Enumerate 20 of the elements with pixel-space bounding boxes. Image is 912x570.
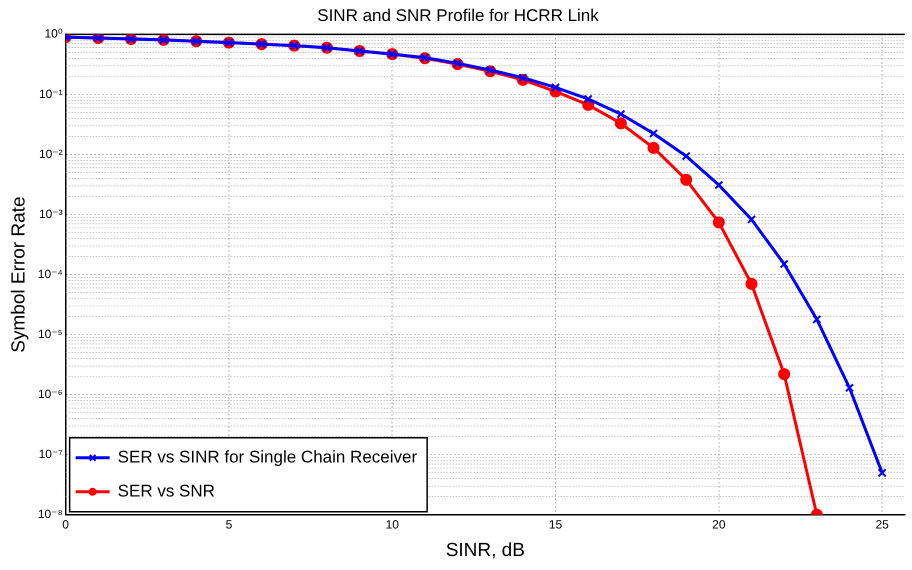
legend-label: SER vs SINR for Single Chain Receiver bbox=[118, 447, 418, 466]
x-tick-label: 10 bbox=[386, 517, 400, 532]
x-tick-label: 5 bbox=[226, 517, 233, 532]
y-tick-label: 10⁻³ bbox=[38, 206, 63, 221]
y-tick-label: 10⁻⁴ bbox=[38, 266, 63, 281]
y-tick-label: 10⁰ bbox=[44, 26, 63, 41]
legend-label: SER vs SNR bbox=[118, 481, 215, 500]
y-tick-label: 10⁻¹ bbox=[38, 86, 63, 101]
x-tick-label: 25 bbox=[875, 517, 890, 532]
x-tick-label: 0 bbox=[62, 517, 70, 532]
y-tick-label: 10⁻⁵ bbox=[38, 326, 63, 341]
chart-title: SINR and SNR Profile for HCRR Link bbox=[317, 6, 600, 25]
y-tick-label: 10⁻⁶ bbox=[38, 387, 63, 402]
y-tick-label: 10⁻⁷ bbox=[38, 447, 63, 462]
y-tick-label: 10⁻⁸ bbox=[38, 507, 63, 522]
y-tick-label: 10⁻² bbox=[38, 146, 63, 161]
y-axis-title: Symbol Error Rate bbox=[8, 196, 30, 353]
x-tick-label: 20 bbox=[712, 517, 726, 532]
x-axis-title: SINR, dB bbox=[446, 540, 525, 561]
x-tick-label: 15 bbox=[548, 517, 563, 532]
